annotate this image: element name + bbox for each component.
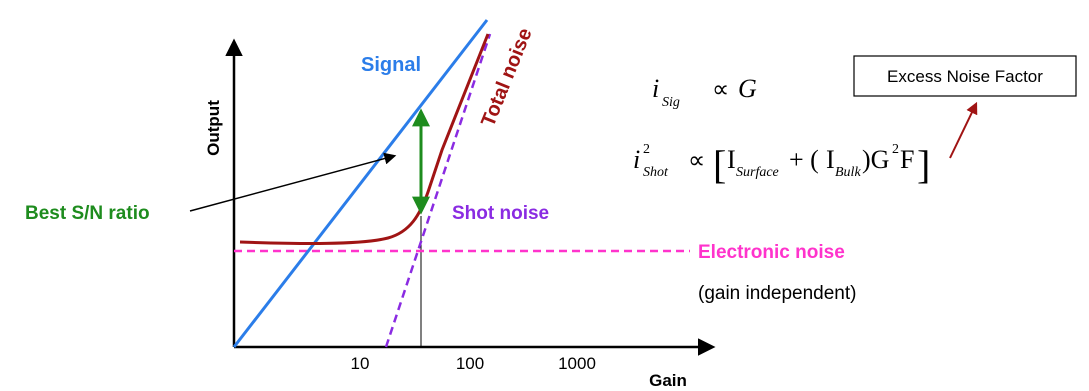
x-tick-10: 10	[351, 354, 370, 373]
best-sn-pointer	[189, 152, 397, 212]
eq1-sub: Sig	[662, 95, 680, 110]
signal-line	[232, 19, 489, 348]
excess-noise-box-label: Excess Noise Factor	[887, 67, 1043, 86]
eq2-prop: ∝	[688, 148, 705, 174]
electronic-noise-note: (gain independent)	[698, 283, 856, 304]
shot-noise-label: Shot noise	[452, 203, 549, 224]
electronic-noise-label: Electronic noise	[698, 242, 845, 263]
eq2-plus: + (	[789, 145, 819, 174]
eq2-I2-sub: Bulk	[835, 165, 861, 180]
eq2-bracket-open: [	[713, 142, 726, 187]
x-tick-1000: 1000	[558, 354, 596, 373]
eq1-prop: ∝	[712, 77, 729, 103]
eq2-I2: I	[826, 145, 835, 174]
eq1-i: i	[652, 74, 659, 103]
eq2-G-sup: 2	[892, 142, 899, 157]
signal-equation: i Sig ∝ G	[652, 74, 757, 110]
eq2-i: i	[633, 145, 640, 174]
eq2-close: )G	[862, 145, 889, 174]
shot-equation: i 2 Shot ∝ [ I Surface + ( I Bulk )G 2 F…	[633, 142, 930, 187]
x-tick-100: 100	[456, 354, 484, 373]
best-sn-label: Best S/N ratio	[25, 203, 150, 224]
eq2-sup: 2	[643, 142, 650, 157]
eq2-I1: I	[727, 145, 736, 174]
x-axis-label: Gain	[649, 371, 687, 390]
eq2-bracket-close: ]	[917, 142, 930, 187]
eq2-sub: Shot	[643, 165, 669, 180]
excess-noise-box	[853, 55, 1077, 97]
eq2-F: F	[900, 145, 914, 174]
y-axis-label: Output	[204, 100, 223, 156]
shot-noise-line	[384, 33, 492, 348]
excess-noise-arrow	[949, 101, 978, 159]
eq1-rhs: G	[738, 74, 757, 103]
eq2-I1-sub: Surface	[736, 165, 779, 180]
signal-label: Signal	[361, 54, 421, 76]
